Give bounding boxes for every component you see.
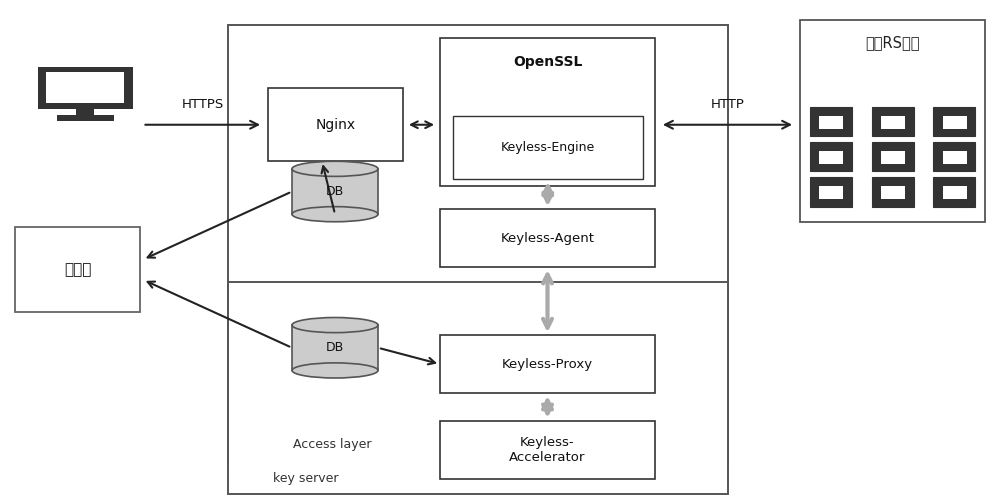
Text: Keyless-Agent: Keyless-Agent bbox=[501, 232, 594, 244]
Bar bbox=[893, 186, 905, 200]
Bar bbox=[228, 282, 728, 494]
Bar bbox=[955, 151, 967, 164]
Text: Keyless-
Accelerator: Keyless- Accelerator bbox=[509, 436, 586, 464]
Bar bbox=[831, 186, 843, 200]
Bar bbox=[810, 177, 852, 207]
Bar bbox=[292, 169, 378, 214]
Bar bbox=[872, 142, 914, 171]
Bar bbox=[810, 142, 852, 171]
Bar bbox=[228, 25, 728, 464]
Bar bbox=[893, 115, 905, 129]
Bar bbox=[943, 186, 955, 200]
Bar bbox=[933, 177, 975, 207]
Bar bbox=[440, 421, 655, 479]
Text: OpenSSL: OpenSSL bbox=[513, 55, 582, 69]
Text: key server: key server bbox=[273, 472, 338, 485]
Bar bbox=[943, 115, 955, 129]
Bar bbox=[810, 107, 852, 136]
Ellipse shape bbox=[292, 207, 378, 222]
Text: 管理台: 管理台 bbox=[64, 262, 91, 277]
Text: Access layer: Access layer bbox=[293, 438, 372, 451]
Bar bbox=[872, 107, 914, 136]
Bar bbox=[38, 67, 132, 109]
Bar bbox=[292, 325, 378, 370]
Text: Nginx: Nginx bbox=[315, 118, 356, 132]
Bar bbox=[800, 20, 985, 222]
Bar bbox=[453, 116, 643, 179]
Bar bbox=[819, 151, 831, 164]
Ellipse shape bbox=[292, 161, 378, 176]
Bar bbox=[76, 108, 94, 116]
Bar bbox=[872, 177, 914, 207]
Bar bbox=[955, 186, 967, 200]
Bar bbox=[933, 107, 975, 136]
Bar bbox=[831, 115, 843, 129]
Bar bbox=[440, 209, 655, 267]
Text: DB: DB bbox=[326, 341, 344, 354]
Text: DB: DB bbox=[326, 185, 344, 198]
Bar bbox=[819, 186, 831, 200]
Text: HTTP: HTTP bbox=[711, 98, 744, 111]
Bar bbox=[881, 186, 893, 200]
Bar bbox=[46, 72, 124, 103]
Ellipse shape bbox=[292, 318, 378, 333]
Bar bbox=[57, 115, 114, 121]
Bar bbox=[831, 151, 843, 164]
Bar bbox=[943, 151, 955, 164]
Bar bbox=[893, 151, 905, 164]
Bar bbox=[440, 38, 655, 186]
Bar bbox=[440, 335, 655, 393]
Bar bbox=[955, 115, 967, 129]
Bar bbox=[15, 227, 140, 312]
Text: 业务RS集群: 业务RS集群 bbox=[865, 35, 920, 50]
Bar bbox=[881, 151, 893, 164]
Text: Keyless-Proxy: Keyless-Proxy bbox=[502, 358, 593, 370]
Ellipse shape bbox=[292, 363, 378, 378]
Text: Keyless-Engine: Keyless-Engine bbox=[501, 141, 595, 154]
Bar bbox=[881, 115, 893, 129]
Text: HTTPS: HTTPS bbox=[182, 98, 224, 111]
Bar bbox=[819, 115, 831, 129]
Bar bbox=[268, 88, 403, 161]
Bar bbox=[933, 142, 975, 171]
